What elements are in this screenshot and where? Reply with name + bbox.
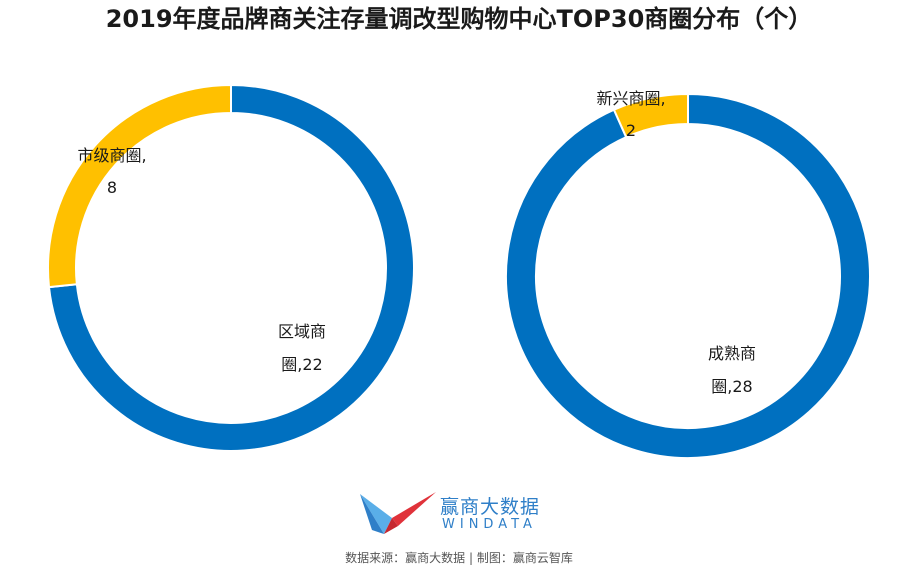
windata-logo: 赢商大数据 WINDATA — [358, 490, 568, 536]
logo-chinese-text: 赢商大数据 — [440, 496, 541, 518]
chart-title: 2019年度品牌商关注存量调改型购物中心TOP30商圈分布（个） — [105, 5, 813, 33]
windata-logo-mark — [360, 492, 436, 534]
donut-slice-left-1 — [47, 83, 232, 289]
donut-slice-right-1 — [612, 92, 689, 139]
slice-label-left-0-line1: 圈,22 — [281, 355, 322, 374]
slice-label-left-1-line0: 市级商圈, — [77, 146, 146, 165]
source-note: 数据来源：赢商大数据 | 制图：赢商云智库 — [345, 551, 573, 565]
donut-slice-left-0 — [47, 83, 415, 452]
slice-label-right-1-line0: 新兴商圈, — [596, 89, 665, 108]
slice-label-left-1-line1: 8 — [107, 178, 117, 197]
logo-english-text: WINDATA — [442, 517, 537, 532]
donut-slice-right-0 — [505, 92, 871, 459]
slice-label-left-0-line0: 区域商 — [278, 322, 326, 341]
slice-label-right-1-line1: 2 — [626, 121, 636, 140]
slice-label-right-0-line1: 圈,28 — [711, 377, 752, 396]
slice-label-right-0-line0: 成熟商 — [708, 344, 756, 363]
